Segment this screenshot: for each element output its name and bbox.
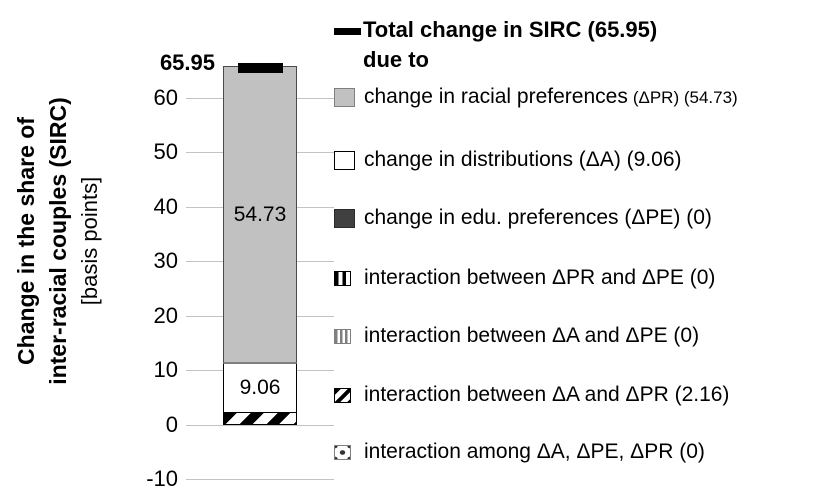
y-tick-label: 40 [153, 194, 178, 219]
legend-item-label: interaction between ΔA and ΔPR (2.16) [364, 383, 730, 406]
black-diagonal-stripes-swatch-icon [334, 387, 351, 403]
dotted-swatch-icon [334, 444, 351, 460]
legend-item-label: interaction among ΔA, ΔPE, ΔPR (0) [364, 440, 705, 463]
gray-vertical-stripes-swatch-icon [334, 328, 351, 344]
y-tick-label: 0 [165, 412, 178, 437]
legend-item-label: change in distributions (ΔA) (9.06) [364, 148, 682, 171]
legend-item-interaction-dPR-dPE: interaction between ΔPR and ΔPE (0) [334, 263, 720, 293]
y-axis-title-line2: inter-racial couples (SIRC) [45, 97, 71, 385]
total-value-label: 65.95 [159, 50, 215, 75]
y-axis-title-line1: Change in the share of [13, 117, 39, 365]
bar-segment-racial-preferences: 54.73 [223, 66, 297, 364]
legend-item-suffix: (ΔPR) (54.73) [632, 88, 738, 107]
legend-subtitle: due to [363, 47, 429, 72]
legend-item-interaction-among-all: interaction among ΔA, ΔPE, ΔPR (0) [334, 437, 710, 467]
legend-item-label: interaction between ΔPR and ΔPE (0) [364, 266, 716, 289]
y-tick-label: 20 [153, 303, 178, 328]
legend-item-distributions: change in distributions (ΔA) (9.06) [334, 145, 687, 175]
dark-swatch-icon [334, 208, 355, 228]
legend-item-interaction-dA-dPR: interaction between ΔA and ΔPR (2.16) [334, 380, 734, 410]
bar-segment-value-label: 54.73 [233, 202, 287, 226]
y-axis-unit: [basis points] [77, 176, 102, 306]
legend-item-interaction-dA-dPE: interaction between ΔA and ΔPE (0) [334, 321, 704, 351]
white-swatch-icon [334, 150, 355, 170]
gridline-neg10 [186, 479, 334, 480]
black-vertical-stripes-swatch-icon [334, 270, 351, 286]
bar-segment-interaction-dA-dPR [223, 413, 297, 425]
legend-title: Total change in SIRC (65.95) [363, 17, 658, 42]
gray-swatch-icon [334, 87, 355, 107]
legend-item-racial-preferences: change in racial preferences (ΔPR) (54.73… [334, 82, 738, 112]
total-line-icon [334, 28, 361, 35]
bar-segment-distributions: 9.06 [223, 364, 297, 413]
bar-segment-value-label: 9.06 [239, 376, 281, 399]
legend-item-label: change in edu. preferences (ΔPE) (0) [364, 206, 712, 229]
y-tick-label: -10 [146, 466, 178, 491]
y-tick-label: 10 [153, 357, 178, 382]
legend-item-label: change in racial preferences [364, 85, 628, 108]
y-tick-label: 30 [153, 248, 178, 273]
y-tick-label: 60 [153, 85, 178, 110]
y-tick-label: 50 [153, 139, 178, 164]
total-change-marker [238, 63, 283, 73]
gridline-0 [186, 425, 334, 426]
y-axis-title: Change in the share of inter-racial coup… [10, 59, 110, 423]
legend-item-edu-preferences: change in edu. preferences (ΔPE) (0) [334, 203, 717, 233]
legend-item-label: interaction between ΔA and ΔPE (0) [364, 324, 700, 347]
